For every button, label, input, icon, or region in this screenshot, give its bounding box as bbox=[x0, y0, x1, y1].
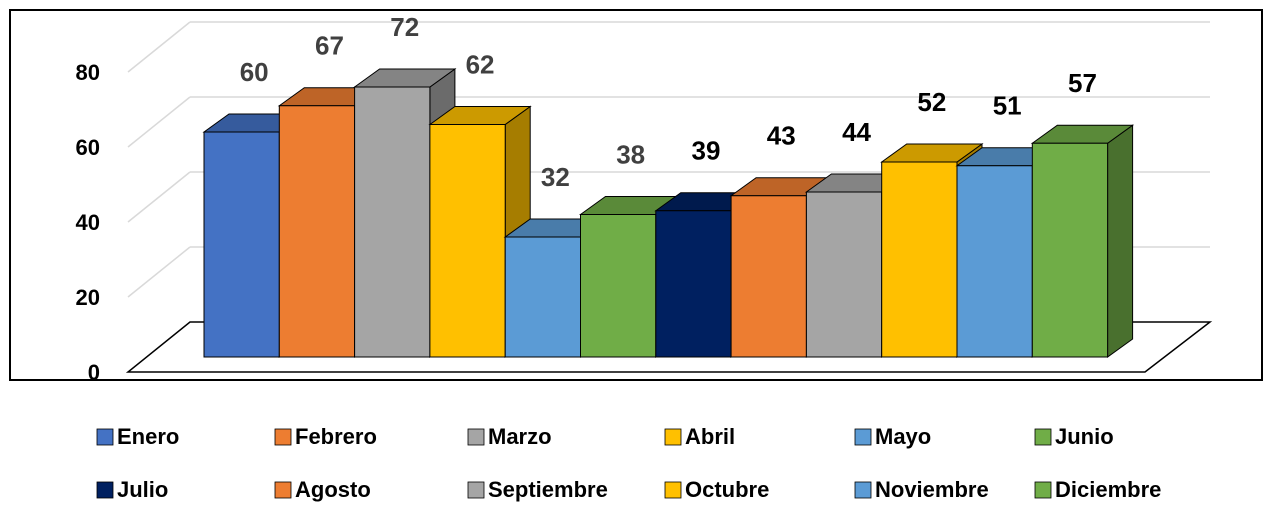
legend-label: Agosto bbox=[295, 477, 371, 502]
grid-line bbox=[127, 96, 191, 148]
bar-face bbox=[429, 124, 506, 358]
bar-face bbox=[881, 161, 958, 358]
legend-label: Enero bbox=[117, 424, 179, 449]
data-label: 38 bbox=[616, 139, 645, 169]
legend-swatch bbox=[1034, 428, 1052, 446]
legend-swatch bbox=[664, 481, 682, 499]
legend-swatch bbox=[96, 481, 114, 499]
legend-label: Abril bbox=[685, 424, 735, 449]
y-tick-label: 0 bbox=[88, 360, 100, 385]
data-label: 60 bbox=[240, 57, 269, 87]
data-label: 67 bbox=[315, 31, 344, 61]
legend-swatch bbox=[96, 428, 114, 446]
bar-face bbox=[203, 131, 280, 358]
legend-swatch bbox=[274, 481, 292, 499]
legend-swatch bbox=[274, 428, 292, 446]
floor bbox=[125, 321, 1213, 373]
legend-swatch bbox=[854, 428, 872, 446]
legend-swatch bbox=[467, 428, 485, 446]
legend-label: Mayo bbox=[875, 424, 931, 449]
bar-face bbox=[504, 236, 581, 358]
data-label: 52 bbox=[917, 87, 946, 117]
bar-face bbox=[1031, 142, 1109, 358]
data-label: 43 bbox=[767, 121, 796, 151]
y-tick-label: 40 bbox=[76, 210, 100, 235]
bar-face bbox=[354, 86, 431, 358]
y-tick-label: 20 bbox=[76, 285, 100, 310]
bar-face bbox=[278, 105, 356, 358]
data-label: 72 bbox=[390, 12, 419, 42]
y-tick-label: 80 bbox=[76, 60, 100, 85]
legend-label: Febrero bbox=[295, 424, 377, 449]
data-label: 44 bbox=[842, 117, 871, 147]
bar-face bbox=[805, 191, 883, 358]
bar-face bbox=[956, 165, 1033, 358]
legend-label: Junio bbox=[1055, 424, 1114, 449]
legend-label: Septiembre bbox=[488, 477, 608, 502]
bar-face bbox=[655, 210, 732, 358]
y-tick-label: 60 bbox=[76, 135, 100, 160]
bar-face bbox=[730, 195, 807, 358]
data-label: 51 bbox=[993, 91, 1022, 121]
data-label: 62 bbox=[466, 49, 495, 79]
legend-swatch bbox=[467, 481, 485, 499]
legend-label: Octubre bbox=[685, 477, 769, 502]
grid-line bbox=[127, 21, 191, 73]
grid-line bbox=[127, 246, 191, 298]
legend-label: Diciembre bbox=[1055, 477, 1161, 502]
legend-swatch bbox=[854, 481, 872, 499]
data-label: 39 bbox=[691, 136, 720, 166]
bar bbox=[1030, 124, 1135, 358]
legend-swatch bbox=[1034, 481, 1052, 499]
legend-label: Julio bbox=[117, 477, 168, 502]
data-label: 32 bbox=[541, 162, 570, 192]
legend-swatch bbox=[664, 428, 682, 446]
legend-label: Marzo bbox=[488, 424, 552, 449]
plot-frame bbox=[9, 9, 1263, 381]
bar-face bbox=[580, 214, 657, 358]
data-label: 57 bbox=[1068, 68, 1097, 98]
legend-label: Noviembre bbox=[875, 477, 989, 502]
bar-face bbox=[1107, 124, 1134, 358]
grid-line bbox=[127, 171, 191, 223]
